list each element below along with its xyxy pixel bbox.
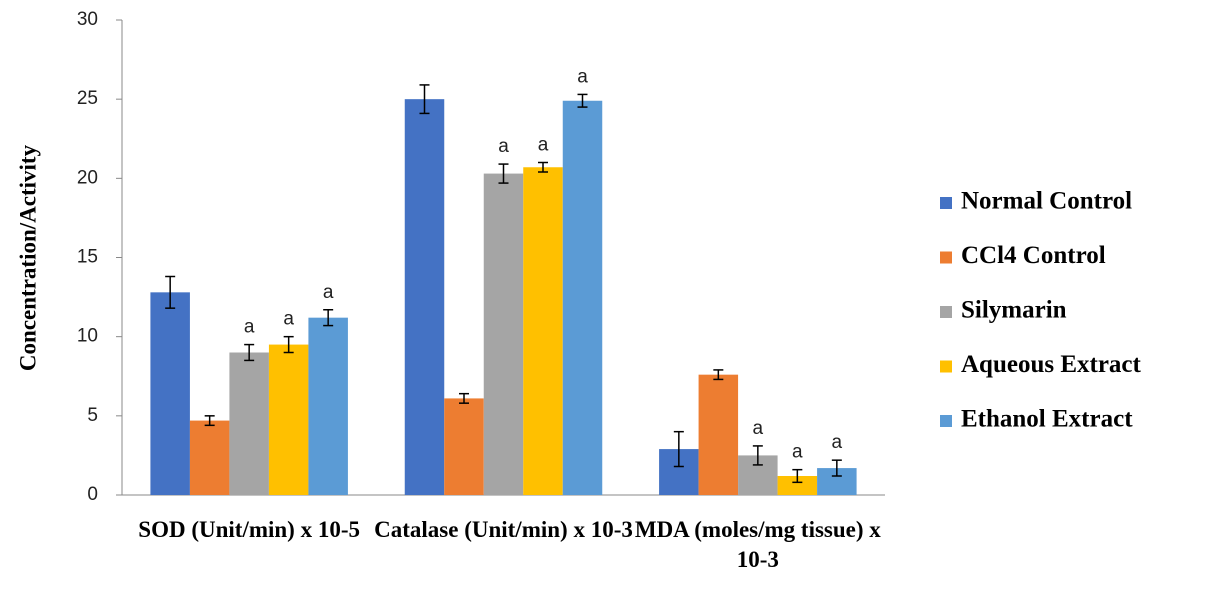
legend-swatch (940, 251, 952, 264)
bar (483, 173, 524, 496)
y-tick-label: 10 (77, 326, 98, 347)
error-bar (577, 93, 588, 108)
error-bar (673, 430, 684, 468)
y-tick-label: 30 (77, 9, 98, 30)
error-bar (498, 163, 509, 184)
bar (698, 374, 739, 495)
bar (150, 292, 190, 495)
error-bar (204, 415, 215, 427)
bar (444, 398, 484, 495)
legend-label: CCl4 Control (961, 242, 1106, 269)
legend-swatch (940, 360, 952, 373)
error-bar (538, 161, 548, 173)
x-tick-label-box: SOD (Unit/min) x 10-5 (138, 517, 360, 542)
error-bar (459, 392, 469, 404)
legend-swatch (940, 197, 952, 209)
legend-label: Aqueous Extract (961, 351, 1142, 378)
legend-label: Ethanol Extract (961, 406, 1133, 433)
y-tick-label: 0 (87, 484, 98, 505)
x-tick-label: MDA (moles/mg tissue) x 10-3 (634, 517, 881, 572)
legend-swatch (940, 415, 952, 427)
bar (229, 352, 269, 495)
bar (189, 420, 230, 495)
bar (523, 167, 563, 495)
error-bar (792, 468, 803, 484)
annotation: a (283, 309, 294, 330)
y-tick-label: 20 (77, 167, 98, 188)
y-tick-label: 15 (77, 247, 98, 268)
y-tick-label: 5 (87, 405, 98, 426)
x-tick-label-box: Catalase (Unit/min) x 10-3 (374, 517, 633, 542)
annotation: a (244, 317, 255, 338)
error-bar (283, 335, 294, 354)
bar (308, 317, 348, 495)
y-axis-label: Concentration/Activity (15, 144, 40, 371)
legend-label: Silymarin (961, 297, 1067, 324)
bar (268, 344, 309, 495)
annotation: a (498, 136, 509, 157)
annotation: a (323, 282, 334, 303)
bar (777, 476, 818, 495)
annotation: a (792, 442, 803, 463)
legend-label: Normal Control (961, 188, 1132, 215)
annotation: a (753, 418, 764, 439)
legend-swatch (940, 306, 952, 318)
y-tick-label: 25 (77, 88, 98, 109)
bar (404, 99, 445, 496)
error-bar (244, 343, 255, 362)
annotation: a (577, 66, 588, 87)
error-bar (713, 369, 724, 381)
x-tick-label: SOD (Unit/min) x 10-5 (138, 517, 360, 542)
x-tick-label: Catalase (Unit/min) x 10-3 (374, 517, 633, 542)
error-bar (419, 84, 430, 115)
annotation: a (538, 135, 549, 156)
bar (562, 100, 603, 495)
error-bar (831, 459, 842, 477)
error-bar (165, 275, 176, 309)
error-bar (752, 445, 763, 466)
annotation: a (832, 432, 843, 453)
error-bar (323, 309, 334, 327)
x-tick-label-box: MDA (moles/mg tissue) x 10-3 (634, 517, 881, 572)
